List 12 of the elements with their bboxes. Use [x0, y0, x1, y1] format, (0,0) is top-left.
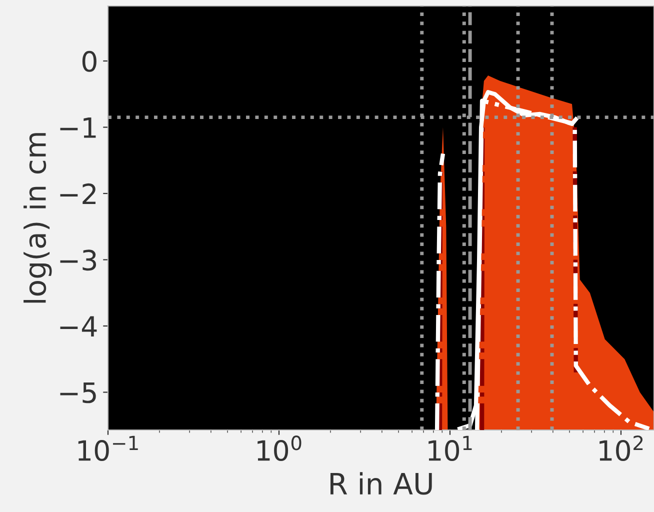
y-tick-label: −2: [60, 183, 96, 204]
x-axis-title: R in AU: [330, 472, 432, 495]
y-tick-label: −4: [60, 316, 97, 337]
y-tick-label: −1: [60, 118, 96, 138]
y-tick-label: −5: [60, 382, 96, 404]
x-tick-label: 10$^{0}$: [258, 436, 302, 462]
x-tick-label: 10$^{−1}$: [78, 436, 138, 462]
y-axis-title: log(a) in cm: [24, 133, 52, 303]
x-tick-label: 10$^{1}$: [428, 436, 472, 462]
y-tick-label: −3: [60, 250, 96, 271]
x-tick-label: 10$^{2}$: [600, 436, 643, 462]
y-tick-label: 0: [82, 50, 96, 72]
